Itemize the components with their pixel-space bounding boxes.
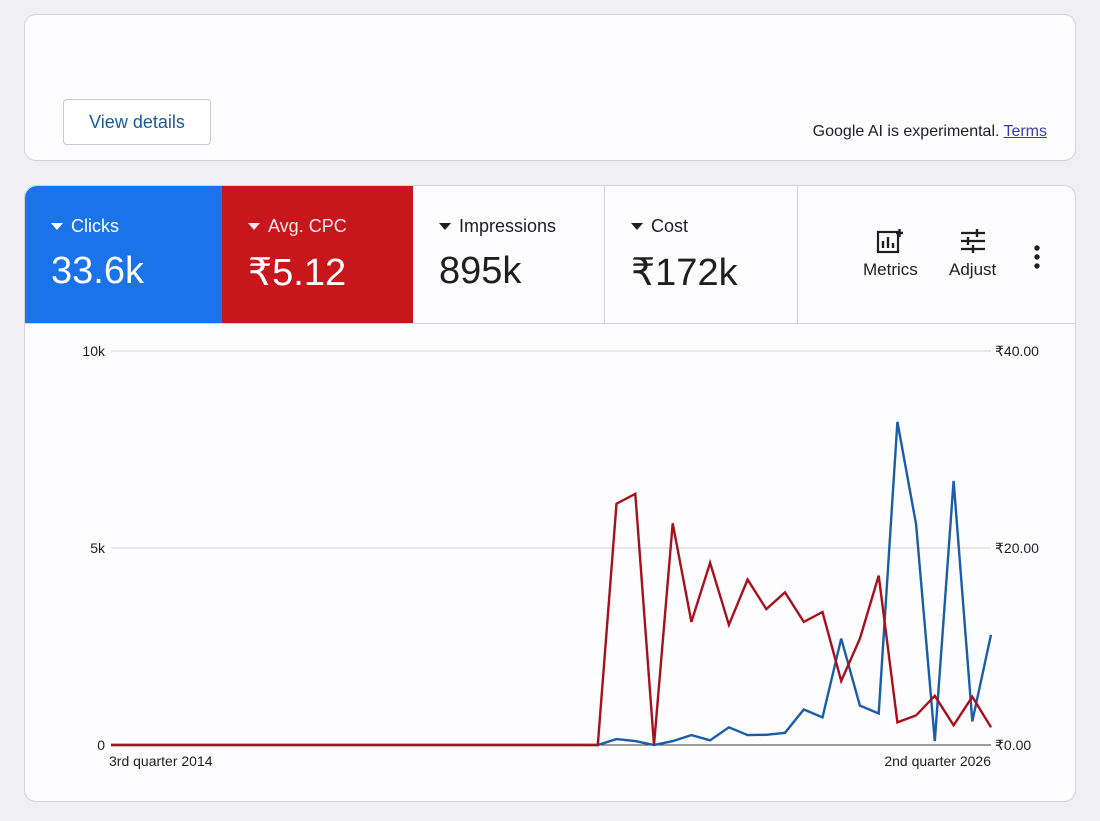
- tile-cost-label[interactable]: Cost: [631, 216, 688, 237]
- tile-cost[interactable]: Cost ₹172k: [605, 186, 798, 323]
- tile-cost-value: ₹172k: [631, 252, 738, 294]
- y-left-tick-label: 5k: [90, 540, 106, 556]
- adjust-label: Adjust: [949, 260, 997, 279]
- ai-disclaimer: Google AI is experimental. Terms: [813, 123, 1047, 141]
- dropdown-triangle-icon: [439, 223, 451, 230]
- tile-clicks-value: 33.6k: [51, 250, 144, 292]
- metrics-button[interactable]: Metrics: [863, 228, 918, 280]
- axis-ticks: 0 ₹0.00 5k ₹20.00 10k ₹40.00 3rd quarter 2014 2…: [82, 343, 1039, 769]
- dropdown-triangle-icon: [248, 223, 260, 230]
- metrics-label: Metrics: [863, 260, 918, 279]
- tile-clicks-label[interactable]: Clicks: [51, 216, 119, 237]
- tile-impressions-value: 895k: [439, 250, 522, 292]
- ai-summary-card: View details Google AI is experimental. T…: [24, 14, 1076, 161]
- tile-impressions-label-text: Impressions: [459, 216, 557, 236]
- dropdown-triangle-icon: [631, 223, 643, 230]
- more-options-button[interactable]: [1031, 244, 1043, 275]
- view-details-button[interactable]: View details: [63, 99, 211, 145]
- x-start-tick-label: 3rd quarter 2014: [109, 753, 213, 769]
- x-end-tick-label: 2nd quarter 2026: [884, 753, 991, 769]
- y-left-tick-label: 0: [97, 737, 105, 753]
- gridlines: [111, 350, 991, 746]
- terms-link[interactable]: Terms: [1003, 123, 1047, 140]
- more-vert-icon: [1034, 245, 1040, 269]
- series-line-avg-cpc: [111, 491, 993, 747]
- ai-disclaimer-text: Google AI is experimental.: [812, 123, 1000, 140]
- dropdown-triangle-icon: [51, 223, 63, 230]
- adjust-button[interactable]: Adjust: [949, 228, 996, 280]
- performance-chart-card: Clicks 33.6k Avg. CPC ₹5.12 Impressions …: [24, 185, 1076, 802]
- metrics-icon: [877, 229, 904, 254]
- tile-avg-cpc-label-text: Avg. CPC: [268, 216, 347, 236]
- tile-cost-label-text: Cost: [651, 216, 689, 236]
- tile-avg-cpc[interactable]: Avg. CPC ₹5.12: [222, 186, 413, 323]
- tile-impressions-label[interactable]: Impressions: [439, 216, 556, 237]
- y-right-tick-label: ₹40.00: [995, 343, 1039, 359]
- series-line-clicks: [111, 421, 993, 747]
- tile-avg-cpc-label[interactable]: Avg. CPC: [248, 216, 347, 237]
- tile-avg-cpc-value: ₹5.12: [248, 252, 347, 294]
- tile-impressions[interactable]: Impressions 895k: [413, 186, 605, 323]
- metric-tiles: Clicks 33.6k Avg. CPC ₹5.12 Impressions …: [25, 186, 1075, 324]
- series-lines: [111, 421, 993, 747]
- y-left-tick-label: 10k: [82, 343, 106, 359]
- y-right-tick-label: ₹0.00: [995, 737, 1031, 753]
- y-right-tick-label: ₹20.00: [995, 540, 1039, 556]
- tile-clicks-label-text: Clicks: [71, 216, 119, 236]
- tile-clicks[interactable]: Clicks 33.6k: [25, 186, 222, 323]
- line-chart: 0 ₹0.00 5k ₹20.00 10k ₹40.00 3rd quarter 2014 2…: [82, 343, 1039, 769]
- adjust-icon: [960, 229, 985, 253]
